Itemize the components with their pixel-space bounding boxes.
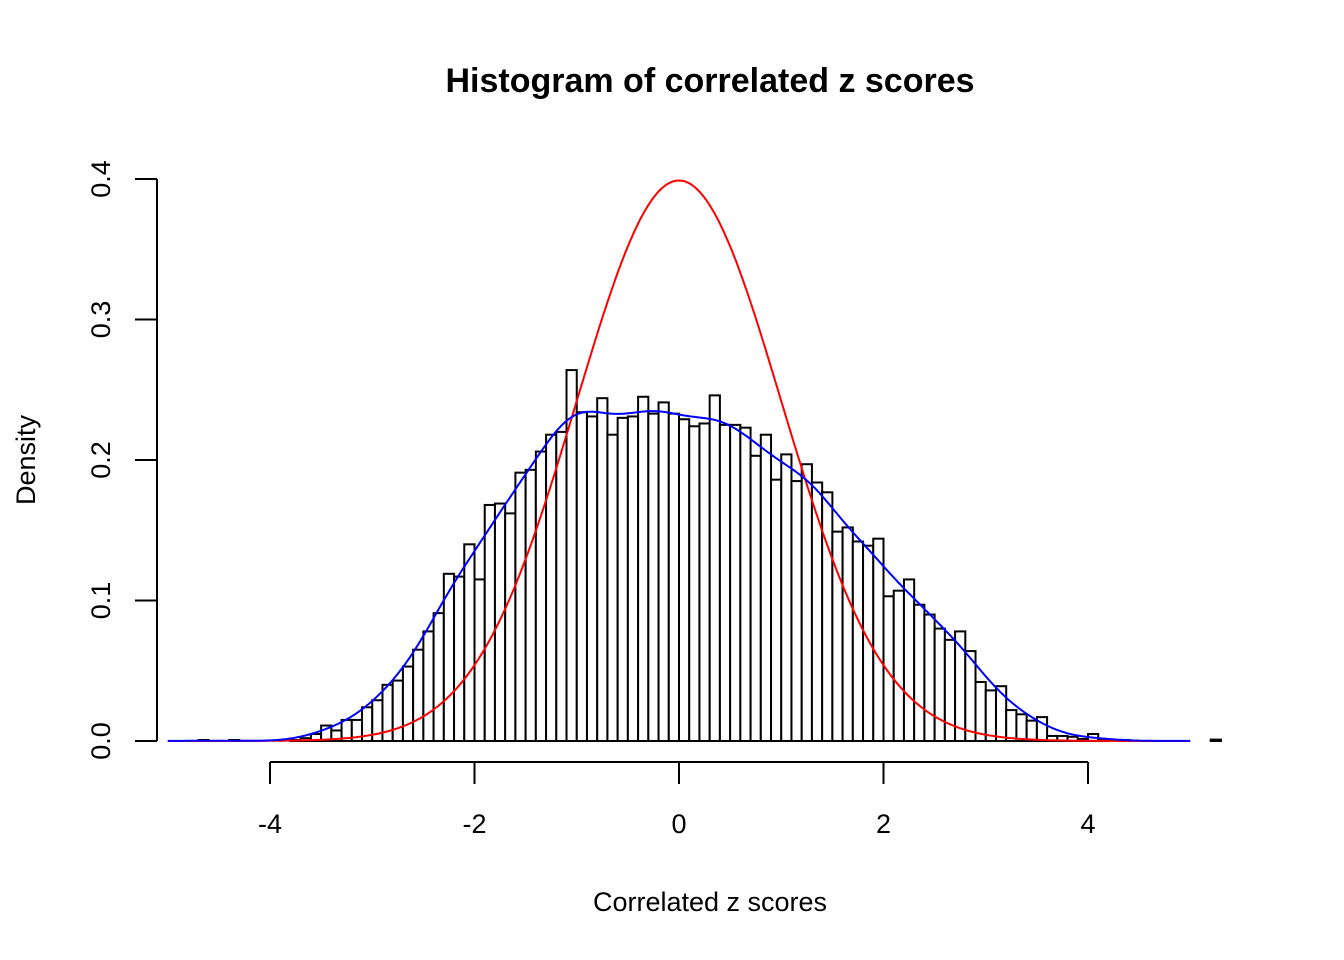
histogram-bars [197, 369, 1222, 743]
histogram-bar [902, 578, 916, 742]
histogram-bar [994, 685, 1008, 743]
histogram-bar [698, 422, 711, 742]
histogram-bar [1005, 709, 1018, 743]
histogram-bar [718, 423, 732, 742]
histogram-bar [606, 433, 619, 742]
histogram-bar [647, 412, 660, 742]
x-tick-label: 4 [1080, 809, 1095, 839]
kernel-density-curve [167, 410, 1191, 742]
x-axis-label: Correlated z scores [593, 887, 827, 917]
histogram-bar [739, 426, 752, 742]
histogram-bar [933, 627, 946, 742]
histogram-bar [964, 650, 977, 743]
histogram-bar [545, 433, 558, 742]
histogram-bar [780, 453, 793, 742]
histogram-bar [841, 526, 854, 742]
histogram-bar [1025, 719, 1038, 743]
histogram-bar [678, 418, 691, 742]
x-tick-label: -2 [462, 809, 486, 839]
histogram-bar [575, 411, 588, 742]
histogram-bar [504, 512, 517, 743]
y-tick-label: 0.2 [86, 441, 116, 479]
histogram-bar [565, 369, 578, 742]
histogram-bar [453, 575, 466, 742]
histogram-bar [790, 480, 803, 742]
histogram-bar [759, 433, 773, 742]
histogram-bar [729, 423, 742, 742]
histogram-bar [626, 415, 640, 742]
histogram-bar [596, 397, 609, 742]
y-tick-label: 0.3 [86, 301, 116, 339]
histogram-bar [749, 454, 762, 742]
histogram-bar [514, 471, 527, 742]
histogram-bar [688, 425, 701, 742]
histogram-bar [708, 394, 721, 742]
histogram-bar [391, 679, 404, 743]
histogram-bar [616, 416, 629, 742]
y-axis-label: Density [11, 414, 41, 505]
histogram-bar [1209, 738, 1222, 742]
histogram-bar [810, 481, 824, 742]
x-tick-label: -4 [258, 809, 282, 839]
histogram-bar [821, 491, 834, 742]
y-tick-label: 0.1 [86, 582, 116, 620]
histogram-bar [892, 589, 905, 742]
histogram-bar [637, 395, 650, 742]
y-tick-label: 0.0 [86, 722, 116, 760]
histogram-bar [657, 401, 670, 742]
normal-density-curve [167, 179, 1191, 742]
x-tick-label: 0 [671, 809, 686, 839]
histogram-bar [923, 613, 936, 742]
y-tick-label: 0.4 [86, 160, 116, 198]
axes: -4 -2 0 2 4 0.0 0.1 0.2 0.3 0.4 [86, 160, 1096, 839]
histogram-bar [412, 648, 425, 742]
histogram-bar [770, 478, 783, 742]
histogram-bar [913, 603, 926, 743]
histogram-bar [1015, 713, 1028, 742]
histogram-bar [851, 540, 865, 742]
histogram-bar [473, 578, 486, 742]
histogram-bar [555, 430, 568, 742]
histogram-bar [1035, 716, 1049, 742]
histogram-bar [483, 503, 496, 742]
histogram-bar [493, 502, 507, 742]
histogram-bar [534, 450, 548, 742]
histogram-bar [432, 612, 445, 743]
histogram-bar [463, 543, 476, 742]
density-curves [167, 179, 1191, 742]
histogram-bar [524, 468, 537, 742]
histogram-bar [984, 689, 997, 742]
chart-title: Histogram of correlated z scores [445, 62, 974, 100]
histogram-bar [800, 463, 813, 742]
histogram-bar [585, 415, 599, 742]
histogram-bar [401, 665, 415, 742]
histogram-bar [862, 544, 875, 743]
histogram-bar [872, 537, 885, 742]
histogram-bar [422, 630, 435, 742]
x-tick-label: 2 [876, 809, 891, 839]
histogram-bar [667, 412, 681, 742]
